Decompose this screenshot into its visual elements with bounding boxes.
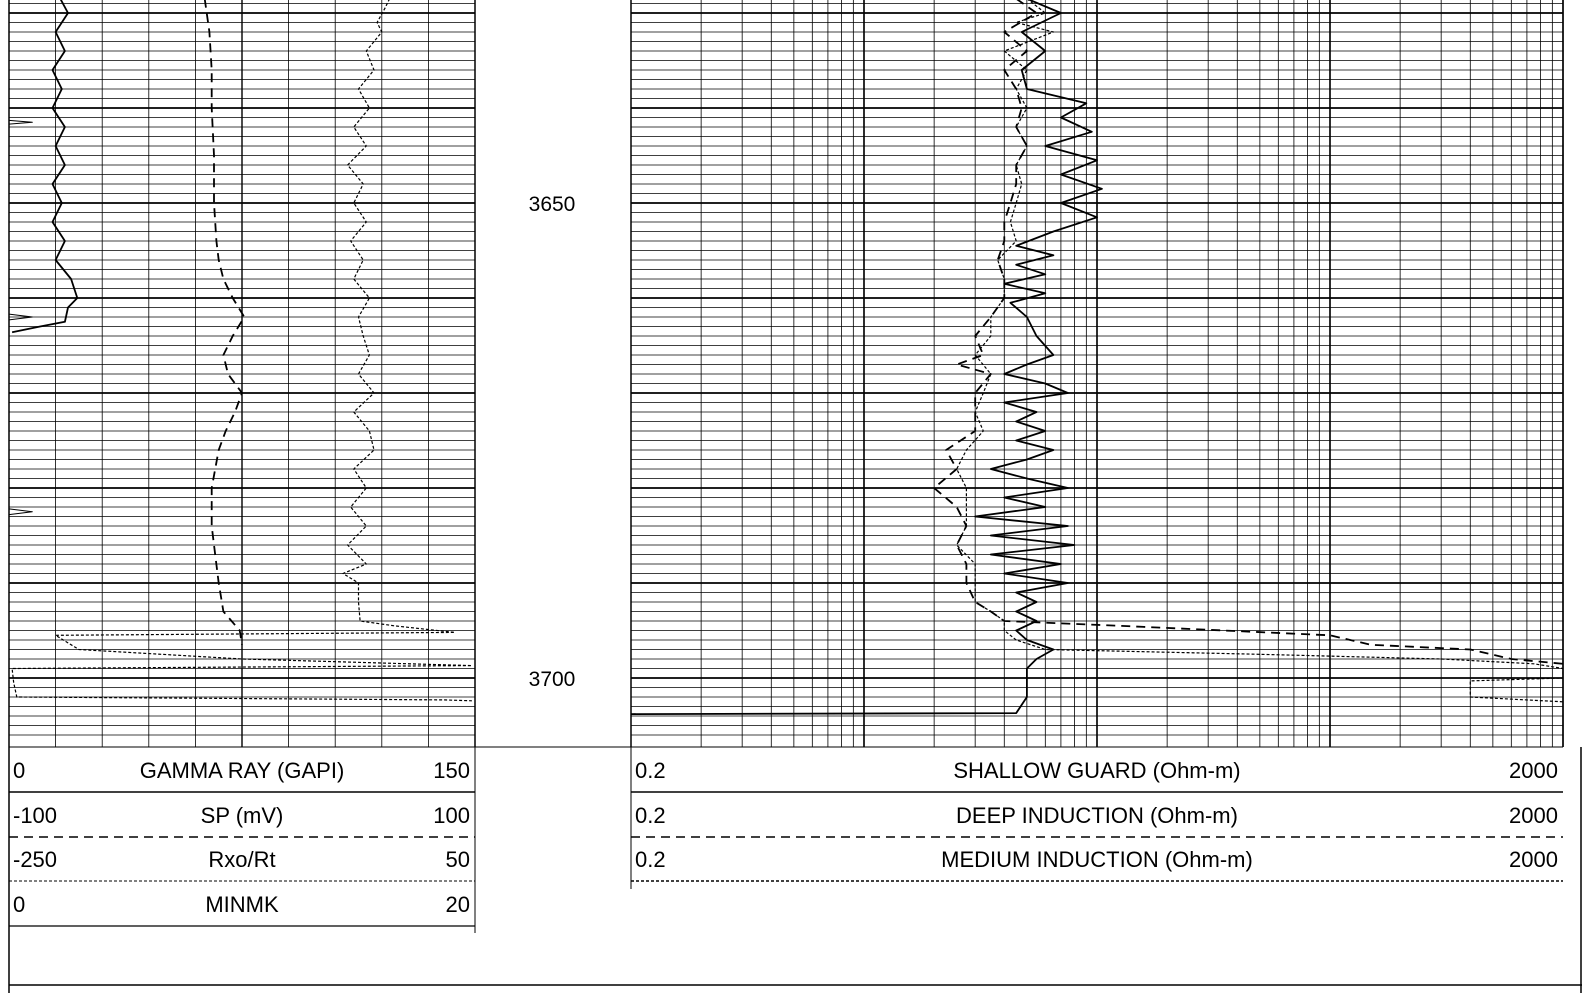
depth-label-3700: 3700	[529, 668, 576, 691]
sp-mv-min-label: -100	[13, 803, 57, 828]
rxo-rt-max-label: 50	[446, 847, 470, 872]
deep-induction-ohm-m-min-label: 0.2	[635, 803, 666, 828]
track2-grid	[631, 0, 1564, 747]
curve-shallow-guard-ohm-m	[631, 0, 1103, 715]
track1-header: 0 GAMMA RAY (GAPI) 150 -100 SP (mV) 100 -250 Rx…	[13, 758, 470, 917]
minmk-max-label: 20	[446, 892, 470, 917]
track-borders	[8, 0, 1582, 993]
depth-label-3650: 3650	[529, 193, 576, 216]
curve-minmk	[9, 119, 33, 516]
shallow-guard-ohm-m-name-label: SHALLOW GUARD (Ohm-m)	[953, 758, 1240, 783]
curve-sp-mv	[203, 0, 246, 645]
shallow-guard-ohm-m-max-label: 2000	[1509, 758, 1558, 783]
curve-rxo-rt	[11, 0, 473, 702]
curve-medium-induction-ohm-m	[956, 0, 1563, 703]
track1-grid	[9, 0, 475, 747]
deep-induction-ohm-m-name-label: DEEP INDUCTION (Ohm-m)	[956, 803, 1238, 828]
gamma-ray-gapi-min-label: 0	[13, 758, 25, 783]
curve-gamma-ray-gapi	[11, 0, 79, 334]
rxo-rt-name-label: Rxo/Rt	[208, 847, 275, 872]
medium-induction-ohm-m-min-label: 0.2	[635, 847, 666, 872]
sp-mv-name-label: SP (mV)	[201, 803, 284, 828]
track2-header: 0.2 SHALLOW GUARD (Ohm-m) 2000 0.2 DEEP INDU…	[635, 758, 1558, 872]
track1-curves	[9, 0, 473, 702]
medium-induction-ohm-m-name-label: MEDIUM INDUCTION (Ohm-m)	[941, 847, 1253, 872]
shallow-guard-ohm-m-min-label: 0.2	[635, 758, 666, 783]
medium-induction-ohm-m-max-label: 2000	[1509, 847, 1558, 872]
deep-induction-ohm-m-max-label: 2000	[1509, 803, 1558, 828]
minmk-min-label: 0	[13, 892, 25, 917]
sp-mv-max-label: 100	[433, 803, 470, 828]
curve-deep-induction-ohm-m	[933, 0, 1563, 665]
track2-curves	[631, 0, 1563, 715]
gamma-ray-gapi-max-label: 150	[433, 758, 470, 783]
gamma-ray-gapi-name-label: GAMMA RAY (GAPI)	[140, 758, 345, 783]
depth-labels: 3650 3700	[529, 193, 576, 691]
rxo-rt-min-label: -250	[13, 847, 57, 872]
minmk-name-label: MINMK	[205, 892, 279, 917]
